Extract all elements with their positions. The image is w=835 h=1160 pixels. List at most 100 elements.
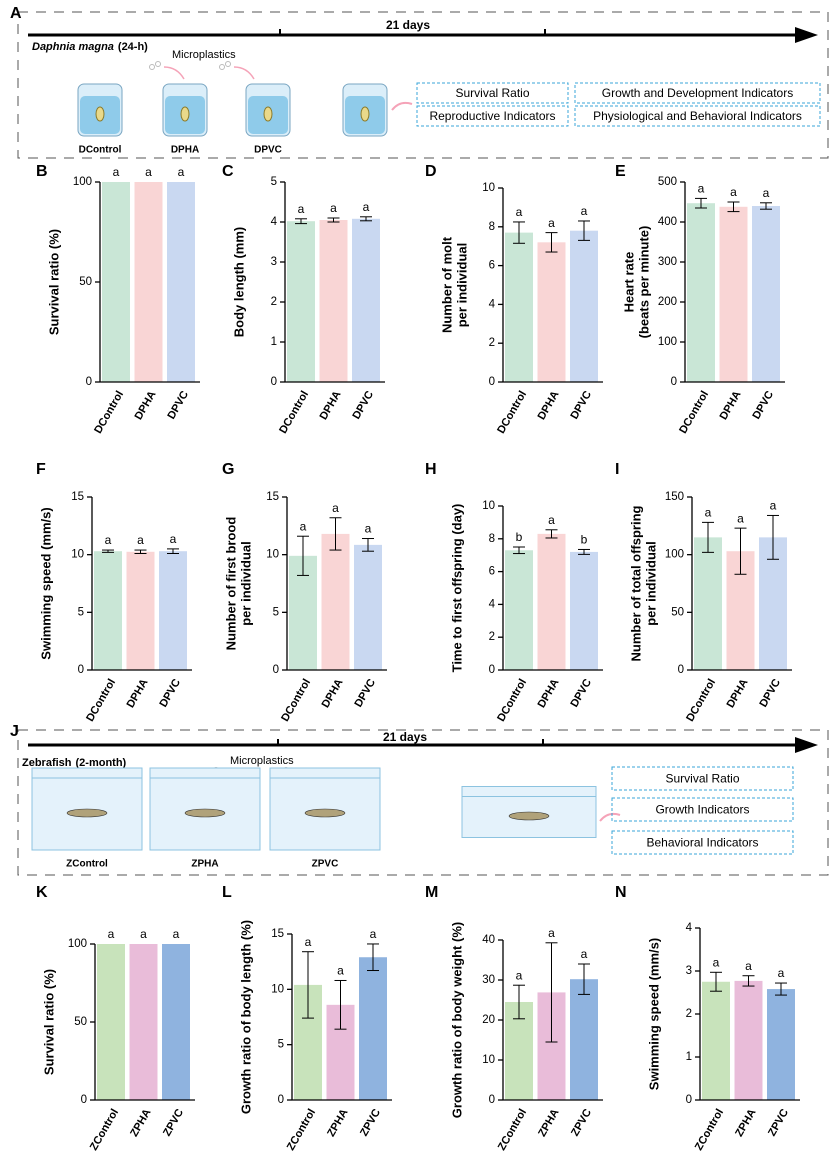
panel-label: N bbox=[615, 884, 627, 901]
significance-letter: a bbox=[581, 947, 588, 961]
significance-letter: a bbox=[140, 927, 147, 941]
significance-letter: a bbox=[145, 165, 152, 179]
particle bbox=[225, 61, 231, 67]
x-tick-label: ZPVC bbox=[358, 1107, 383, 1138]
significance-letter: a bbox=[698, 182, 705, 196]
timeline-arrowhead bbox=[795, 737, 818, 753]
indicator: Physiological and Behavioral Indicators bbox=[593, 109, 802, 123]
indicator-box bbox=[416, 82, 569, 104]
y-axis-label: Swimming speed (mm/s) bbox=[38, 507, 53, 659]
y-tick-label: 0 bbox=[671, 376, 677, 388]
x-tick-label: ZPHA bbox=[733, 1107, 758, 1139]
y-axis-label: Time to first offspring (day) bbox=[449, 504, 464, 673]
x-tick-label: ZPHA bbox=[536, 1107, 561, 1139]
group-label: DPHA bbox=[171, 145, 199, 156]
y-axis-label: Number of first brood bbox=[223, 517, 238, 651]
bar bbox=[102, 182, 130, 382]
significance-letter: a bbox=[298, 202, 305, 216]
y-tick-label: 5 bbox=[78, 606, 84, 618]
y-tick-label: 8 bbox=[489, 533, 495, 545]
zebrafish bbox=[66, 808, 108, 818]
daphnia bbox=[360, 106, 370, 122]
bar bbox=[129, 944, 158, 1100]
bar bbox=[287, 221, 315, 382]
y-axis-label: per individual bbox=[643, 541, 658, 626]
bar bbox=[570, 551, 598, 670]
y-tick-label: 2 bbox=[686, 1008, 692, 1020]
zebrafish bbox=[184, 808, 226, 818]
significance-letter: a bbox=[178, 165, 185, 179]
y-tick-label: 0 bbox=[278, 1094, 284, 1106]
error-bar bbox=[734, 527, 747, 575]
panel-label: F bbox=[36, 461, 46, 478]
x-tick-label: DPHA bbox=[320, 677, 346, 710]
y-tick-label: 0 bbox=[81, 1094, 87, 1106]
x-tick-label: ZControl bbox=[88, 1107, 121, 1153]
group-label: DControl bbox=[79, 145, 122, 156]
y-tick-label: 10 bbox=[482, 500, 495, 512]
y-tick-label: 6 bbox=[489, 566, 495, 578]
panel-label: D bbox=[425, 163, 437, 180]
schematic-frame bbox=[17, 11, 829, 159]
y-axis-label: Number of molt bbox=[439, 236, 454, 333]
y-tick-label: 2 bbox=[489, 631, 495, 643]
bar bbox=[702, 981, 730, 1100]
significance-letter: a bbox=[745, 959, 752, 973]
indicator: Reproductive Indicators bbox=[429, 109, 555, 123]
y-tick-label: 10 bbox=[266, 549, 279, 561]
y-axis-label: per individual bbox=[454, 243, 469, 328]
y-tick-label: 3 bbox=[271, 256, 277, 268]
x-tick-label: DControl bbox=[277, 389, 311, 436]
x-tick-label: DPHA bbox=[725, 677, 751, 710]
significance-letter: a bbox=[105, 533, 112, 547]
y-tick-label: 0 bbox=[78, 664, 84, 676]
y-tick-label: 10 bbox=[482, 1054, 495, 1066]
y-tick-label: 6 bbox=[489, 260, 495, 272]
significance-letter: a bbox=[170, 532, 177, 546]
organism-title: Zebrafish (2-month) bbox=[22, 757, 127, 769]
x-tick-label: DControl bbox=[84, 677, 118, 724]
error-bar bbox=[760, 202, 772, 210]
y-tick-label: 8 bbox=[489, 221, 495, 233]
significance-letter: a bbox=[770, 499, 777, 513]
y-tick-label: 4 bbox=[489, 298, 496, 310]
error-bar bbox=[775, 982, 787, 996]
error-bar bbox=[134, 549, 147, 555]
error-bar bbox=[334, 979, 347, 1030]
bar bbox=[162, 944, 190, 1100]
y-tick-label: 150 bbox=[665, 491, 684, 503]
significance-letter: a bbox=[548, 216, 555, 230]
y-tick-label: 10 bbox=[71, 549, 84, 561]
daphnia bbox=[180, 106, 190, 122]
indicator: Growth Indicators bbox=[655, 803, 749, 817]
zebrafish bbox=[508, 811, 550, 821]
result-arrow bbox=[599, 812, 621, 822]
x-tick-label: ZControl bbox=[496, 1107, 529, 1153]
x-tick-label: DControl bbox=[495, 677, 529, 724]
indicator: Growth and Development Indicators bbox=[602, 86, 793, 100]
y-tick-label: 0 bbox=[489, 664, 495, 676]
indicator-box bbox=[574, 82, 821, 104]
x-tick-label: DPHA bbox=[536, 677, 562, 710]
y-tick-label: 0 bbox=[489, 376, 495, 388]
x-tick-label: DPVC bbox=[750, 389, 776, 422]
x-tick-label: DControl bbox=[279, 677, 313, 724]
error-bar bbox=[513, 546, 525, 555]
error-bar bbox=[329, 517, 342, 551]
significance-letter: a bbox=[581, 204, 588, 218]
error-bar bbox=[327, 217, 340, 223]
panel-label: G bbox=[222, 461, 234, 478]
error-bar bbox=[578, 220, 590, 241]
significance-letter: a bbox=[713, 955, 720, 969]
y-axis-label: Growth ratio of body length (%) bbox=[238, 920, 253, 1114]
bar bbox=[719, 206, 748, 382]
y-tick-label: 4 bbox=[489, 598, 496, 610]
schematic-frame bbox=[17, 729, 829, 876]
error-bar bbox=[362, 538, 374, 552]
x-tick-label: DPVC bbox=[350, 389, 376, 422]
error-bar bbox=[710, 971, 722, 992]
y-tick-label: 0 bbox=[678, 664, 684, 676]
indicator-box bbox=[574, 105, 821, 127]
error-bar bbox=[302, 951, 314, 1019]
